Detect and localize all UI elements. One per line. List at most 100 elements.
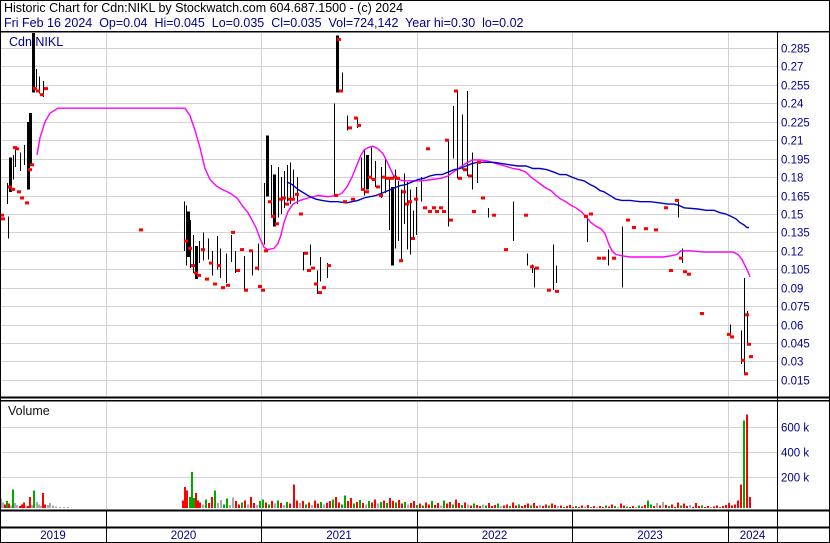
close-tick bbox=[139, 228, 143, 232]
close-tick bbox=[405, 202, 409, 206]
volume-bar bbox=[197, 500, 199, 508]
volume-bar bbox=[524, 504, 526, 508]
volume-bar bbox=[635, 506, 637, 509]
price-axis-label: 0.27 bbox=[781, 62, 803, 74]
volume-bar bbox=[332, 499, 334, 509]
volume-bar bbox=[533, 503, 535, 508]
close-tick bbox=[201, 248, 205, 252]
volume-bar bbox=[425, 502, 427, 508]
volume-bar bbox=[191, 471, 193, 509]
close-tick bbox=[730, 335, 734, 339]
close-tick bbox=[288, 197, 292, 201]
close-tick bbox=[687, 272, 691, 276]
close-tick bbox=[428, 210, 432, 213]
volume-bar bbox=[365, 504, 367, 509]
volume-bar bbox=[323, 504, 325, 509]
volume-bar bbox=[271, 501, 273, 508]
volume-bar bbox=[229, 504, 231, 508]
volume-bar bbox=[338, 502, 340, 508]
volume-bar bbox=[461, 504, 463, 508]
volume-bar bbox=[377, 503, 379, 508]
volume-bar bbox=[410, 503, 412, 508]
volume-bar bbox=[503, 505, 505, 508]
close-tick bbox=[445, 138, 449, 142]
close-tick bbox=[304, 251, 308, 255]
volume-bar bbox=[4, 504, 6, 509]
volume-bar bbox=[208, 503, 210, 508]
close-tick bbox=[334, 194, 338, 197]
volume-bar bbox=[542, 506, 544, 508]
volume-bar bbox=[623, 505, 625, 508]
volume-bar bbox=[244, 500, 246, 508]
close-tick bbox=[244, 288, 248, 292]
volume-bar bbox=[428, 504, 430, 509]
volume-bar bbox=[223, 504, 225, 509]
volume-bar bbox=[256, 504, 258, 508]
volume-bar bbox=[692, 506, 694, 509]
volume-bar bbox=[2, 502, 4, 508]
volume-bar bbox=[608, 506, 610, 508]
close-tick bbox=[675, 198, 679, 202]
volume-bar bbox=[329, 501, 331, 508]
volume-bar bbox=[704, 506, 706, 509]
volume-bar bbox=[33, 490, 35, 508]
close-tick bbox=[386, 176, 390, 180]
volume-bar bbox=[335, 496, 337, 509]
close-tick bbox=[382, 175, 386, 179]
close-tick bbox=[28, 168, 32, 172]
close-tick bbox=[357, 123, 361, 127]
volume-bar bbox=[500, 506, 502, 508]
price-axis-label: 0.285 bbox=[781, 44, 810, 56]
close-tick bbox=[231, 230, 235, 234]
close-tick bbox=[396, 176, 400, 180]
volume-bar bbox=[641, 506, 643, 508]
volume-bar bbox=[25, 505, 27, 508]
close-tick bbox=[744, 372, 748, 376]
volume-bar bbox=[482, 504, 484, 509]
volume-bar bbox=[317, 503, 319, 508]
close-tick bbox=[188, 246, 192, 250]
close-tick bbox=[747, 342, 751, 346]
volume-bar bbox=[199, 502, 201, 508]
volume-bar bbox=[238, 504, 240, 509]
close-tick bbox=[271, 214, 275, 218]
volume-bar bbox=[566, 506, 568, 508]
volume-bar bbox=[182, 500, 184, 508]
volume-bar bbox=[395, 502, 397, 508]
volume-bar bbox=[47, 504, 49, 508]
volume-bar bbox=[383, 500, 385, 508]
volume-bar bbox=[220, 499, 222, 508]
volume-bar bbox=[728, 503, 730, 508]
close-tick bbox=[390, 176, 394, 180]
volume-bar bbox=[286, 501, 288, 509]
volume-bar bbox=[341, 504, 343, 509]
close-tick bbox=[282, 196, 286, 200]
volume-bar bbox=[458, 503, 460, 508]
volume-bar bbox=[12, 489, 14, 509]
close-tick bbox=[17, 190, 21, 194]
volume-bar bbox=[587, 504, 589, 508]
volume-bar bbox=[262, 499, 264, 509]
volume-bar bbox=[620, 503, 622, 508]
close-tick bbox=[372, 178, 376, 181]
volume-bar bbox=[446, 503, 448, 508]
volume-bar bbox=[452, 504, 454, 509]
close-tick bbox=[368, 175, 372, 179]
volume-bar bbox=[422, 505, 424, 508]
close-tick bbox=[311, 266, 315, 270]
year-label: 2023 bbox=[637, 530, 663, 542]
price-axis-label: 0.225 bbox=[781, 118, 810, 130]
volume-bar bbox=[650, 504, 652, 509]
volume-bar bbox=[392, 501, 394, 508]
close-tick bbox=[249, 249, 253, 253]
close-tick bbox=[492, 213, 496, 217]
volume-bar bbox=[602, 506, 604, 509]
volume-bar bbox=[719, 506, 721, 509]
close-tick bbox=[408, 200, 412, 204]
volume-bar bbox=[268, 504, 270, 509]
volume-bar bbox=[434, 504, 436, 508]
volume-bar bbox=[506, 504, 508, 509]
volume-bar bbox=[671, 504, 673, 509]
volume-bar bbox=[596, 507, 598, 508]
volume-bar bbox=[530, 505, 532, 508]
